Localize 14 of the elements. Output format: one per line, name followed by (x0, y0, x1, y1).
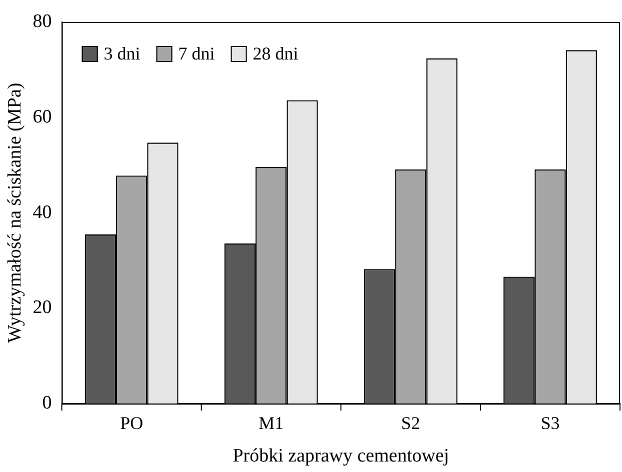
x-tick-label: PO (120, 413, 144, 434)
x-tick-label: M1 (258, 413, 284, 434)
legend-label: 3 dni (104, 44, 140, 64)
legend-label: 28 dni (252, 44, 298, 64)
legend-label: 7 dni (178, 44, 215, 64)
y-tick-label: 60 (32, 106, 52, 128)
y-tick-label: 40 (32, 202, 52, 223)
y-tick-label: 0 (42, 392, 52, 414)
x-tick-label: S2 (401, 413, 420, 434)
x-tick-label: S3 (540, 413, 560, 434)
y-axis-title: Wytrzymałość na ściskanie (MPa) (4, 82, 26, 343)
x-axis-title: Próbki zaprawy cementowej (232, 446, 450, 467)
y-tick-label: 80 (32, 10, 52, 32)
y-tick-label: 20 (32, 297, 52, 318)
